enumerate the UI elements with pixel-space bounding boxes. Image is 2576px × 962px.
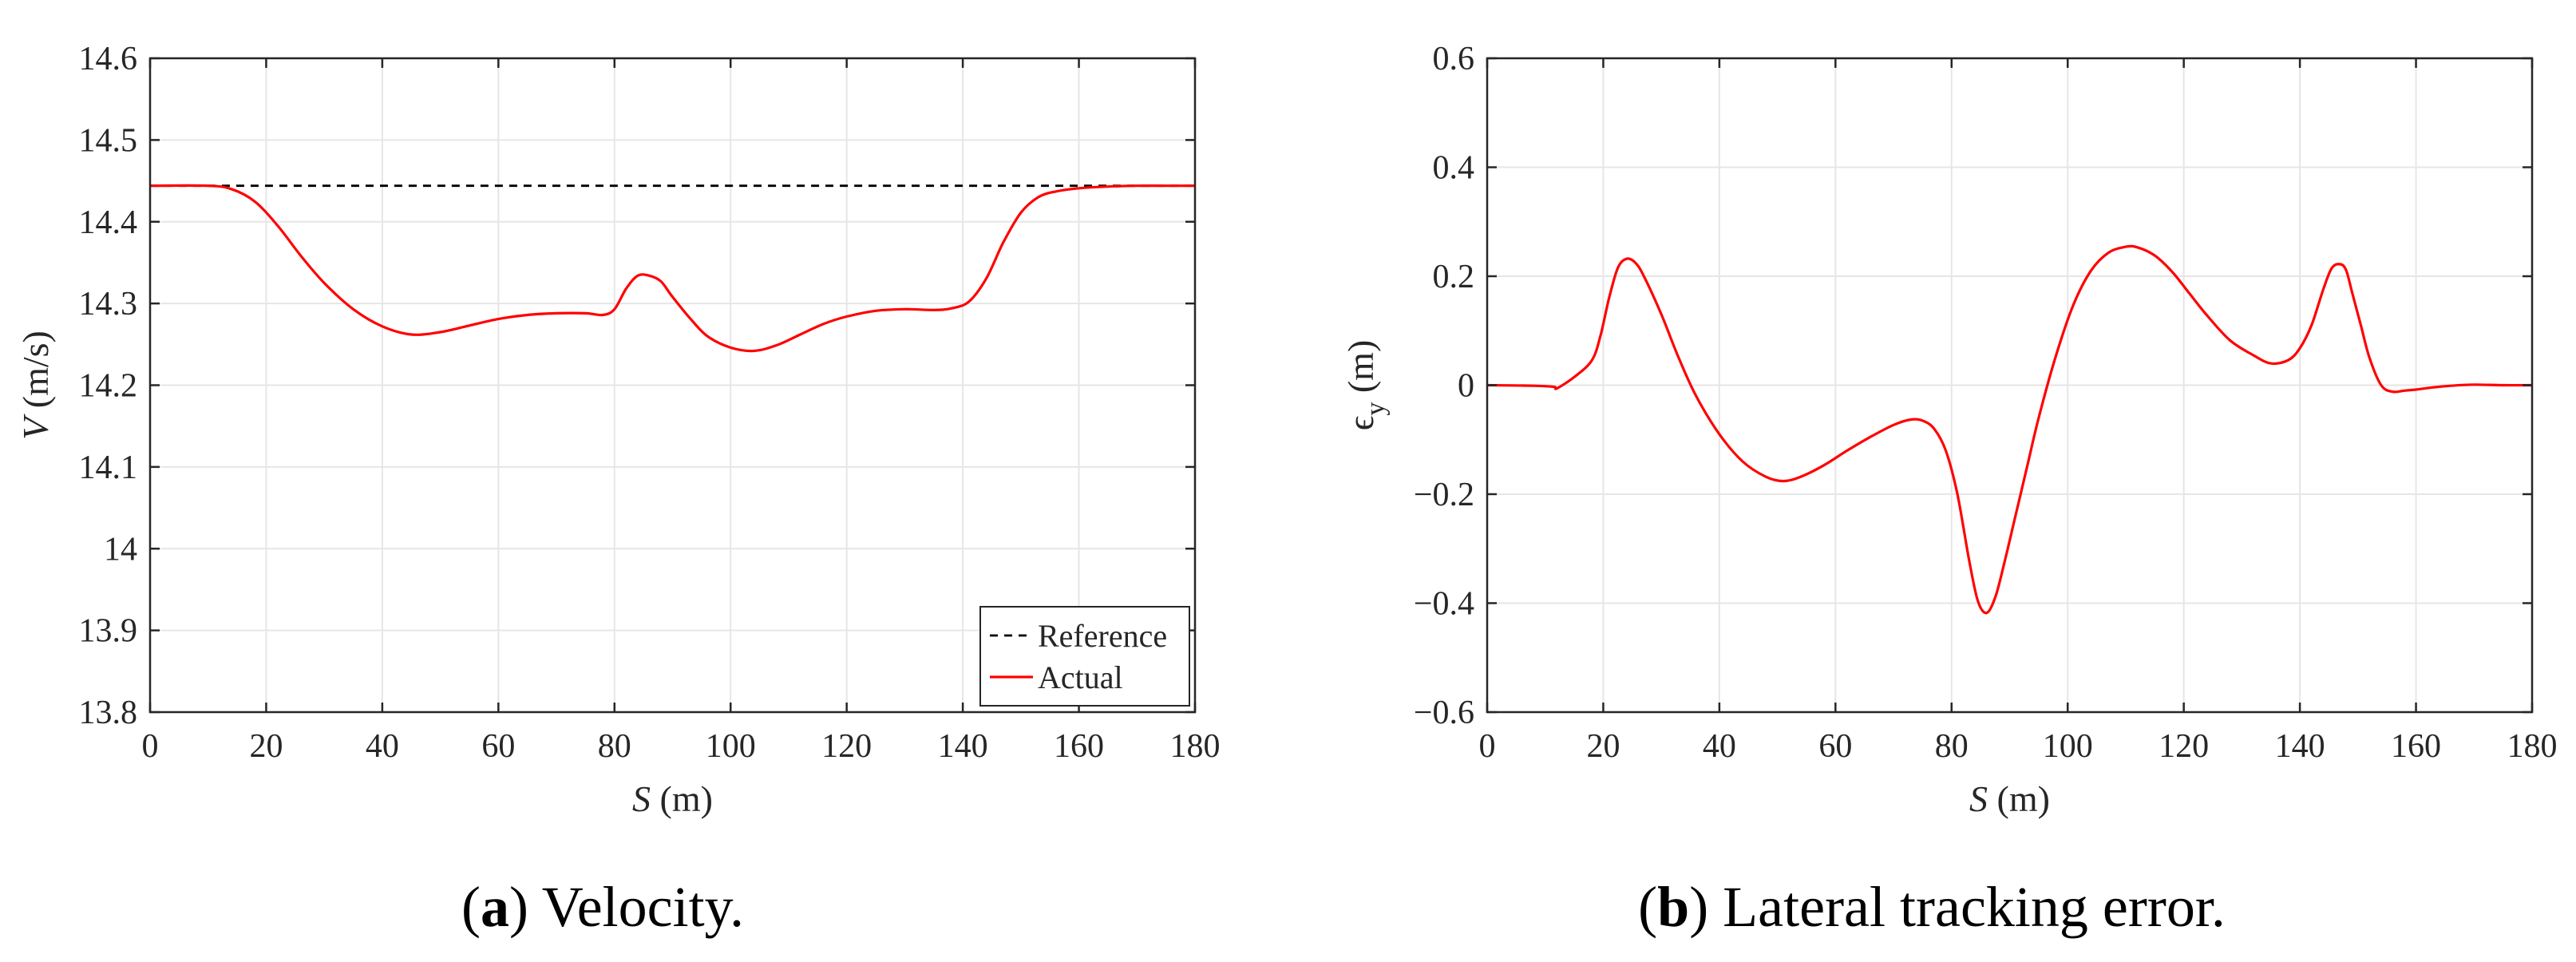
caption-b-close: ) (1689, 875, 1708, 939)
velocity-panel: 0 20 40 60 80 100 120 140 160 180 13.8 13.9 14 14.1 14… (15, 41, 1221, 939)
lateral-error-x-tick-label: 20 (1586, 728, 1620, 765)
velocity-series (149, 184, 1195, 353)
lateral-error-x-tick-label: 140 (2275, 728, 2325, 765)
lateral-error-y-sub: y (1361, 402, 1391, 416)
velocity-y-unit: (m/s) (15, 331, 56, 418)
lateral-error-y-tick-label: 0.6 (1433, 41, 1475, 77)
lateral-error-x-tick-label: 0 (1479, 728, 1496, 765)
lateral-error-panel: 0 20 40 60 80 100 120 140 160 180 −0.6 −0.4 −0.2 0 0.2… (1340, 41, 2558, 939)
velocity-y-tick-label: 13.8 (79, 695, 138, 731)
lateral-error-caption: (b) Lateral tracking error. (1638, 875, 2226, 939)
lateral-error-y-tick-label: −0.4 (1414, 586, 1474, 623)
velocity-y-tick-label: 14.4 (79, 204, 138, 241)
legend-label-reference: Reference (1038, 618, 1167, 654)
lateral-error-y-unit: (m) (1340, 340, 1381, 402)
velocity-x-tick-label: 20 (249, 728, 283, 765)
velocity-x-tick-label: 100 (706, 728, 756, 765)
caption-b-open: ( (1638, 875, 1657, 939)
caption-a-text: Velocity. (528, 875, 744, 939)
velocity-x-axis-label: S (m) (632, 778, 713, 819)
lateral-error-line--y (1486, 244, 2533, 615)
velocity-y-tick-label: 14.1 (79, 449, 138, 486)
velocity-x-tick-label: 60 (481, 728, 515, 765)
lateral-error-series (1486, 244, 2533, 615)
lateral-error-y-tick-label: −0.2 (1414, 477, 1474, 513)
velocity-y-tick-label: 14.5 (79, 122, 138, 159)
lateral-error-y-tick-label: 0 (1458, 368, 1474, 405)
caption-a-letter: a (481, 875, 509, 939)
velocity-y-var: V (15, 414, 56, 440)
lateral-error-y-axis-label: ϵy (m) (1340, 340, 1391, 431)
velocity-x-tick-label: 120 (821, 728, 872, 765)
lateral-error-x-unit: (m) (1988, 778, 2050, 819)
velocity-line-actual (149, 184, 1195, 353)
lateral-error-x-tick-label: 80 (1935, 728, 1969, 765)
velocity-x-tick-label: 160 (1054, 728, 1104, 765)
velocity-ticks: 0 20 40 60 80 100 120 140 160 180 13.8 13.9 14 14.1 14… (79, 41, 1221, 765)
lateral-error-y-tick-label: 0.4 (1433, 150, 1475, 187)
velocity-x-tick-label: 180 (1170, 728, 1221, 765)
caption-a-open: ( (461, 875, 481, 939)
velocity-y-tick-label: 13.9 (79, 613, 138, 650)
lateral-error-x-tick-label: 100 (2043, 728, 2093, 765)
velocity-y-axis-label: V (m/s) (15, 331, 56, 440)
lateral-error-y-var: ϵ (1340, 416, 1381, 431)
velocity-y-tick-label: 14.2 (79, 368, 138, 405)
velocity-x-tick-label: 0 (142, 728, 159, 765)
lateral-error-x-tick-label: 120 (2159, 728, 2209, 765)
lateral-error-y-tick-label: −0.6 (1414, 695, 1474, 731)
lateral-error-y-tick-label: 0.2 (1433, 259, 1475, 295)
lateral-error-x-tick-label: 180 (2507, 728, 2558, 765)
velocity-x-tick-label: 40 (366, 728, 399, 765)
velocity-x-tick-label: 80 (598, 728, 631, 765)
velocity-y-tick-label: 14.3 (79, 286, 138, 323)
lateral-error-x-tick-label: 160 (2391, 728, 2441, 765)
legend-label-actual: Actual (1038, 659, 1123, 695)
lateral-error-grid (1486, 57, 2533, 713)
legend-box (979, 606, 1190, 707)
lateral-error-x-axis-label: S (m) (1969, 778, 2050, 819)
caption-a-close: ) (509, 875, 528, 939)
lateral-error-ticks: 0 20 40 60 80 100 120 140 160 180 −0.6 −0.4 −0.2 0 0.2… (1414, 41, 2558, 765)
lateral-error-x-var: S (1969, 778, 1988, 819)
velocity-x-var: S (632, 778, 651, 819)
lateral-error-x-tick-label: 60 (1818, 728, 1852, 765)
velocity-y-tick-label: 14.6 (79, 41, 138, 77)
velocity-x-tick-label: 140 (938, 728, 988, 765)
velocity-legend: Reference Actual (979, 606, 1190, 707)
velocity-x-unit: (m) (651, 778, 713, 819)
velocity-y-tick-label: 14 (104, 531, 137, 568)
velocity-caption: (a) Velocity. (461, 875, 744, 939)
caption-b-text: Lateral tracking error. (1708, 875, 2226, 939)
lateral-error-x-tick-label: 40 (1703, 728, 1736, 765)
caption-b-letter: b (1657, 875, 1689, 939)
